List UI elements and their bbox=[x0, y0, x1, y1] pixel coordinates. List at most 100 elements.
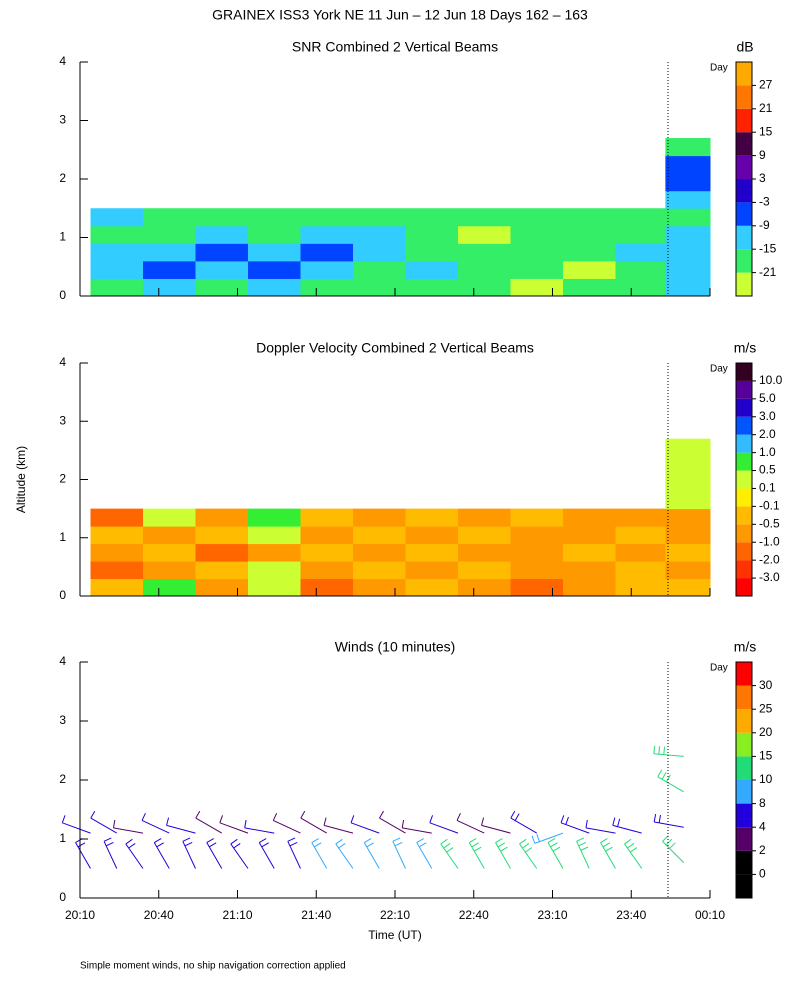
colorbar-tick-label: 20 bbox=[759, 725, 773, 739]
contour-cell bbox=[665, 173, 711, 192]
colorbar-tick-label: 27 bbox=[759, 78, 773, 92]
y-tick-label: 0 bbox=[59, 588, 66, 602]
panel-title: Doppler Velocity Combined 2 Vertical Bea… bbox=[256, 340, 534, 356]
colorbar-box bbox=[736, 225, 752, 250]
colorbar-tick-label: 0.5 bbox=[759, 463, 776, 477]
contour-cell bbox=[195, 526, 249, 545]
wind-barb bbox=[440, 838, 459, 869]
contour-cell bbox=[563, 578, 616, 597]
colorbar-tick-label: -3.0 bbox=[759, 570, 780, 584]
contour-cell bbox=[458, 243, 511, 262]
contour-cell bbox=[143, 243, 196, 262]
y-tick-label: 3 bbox=[59, 413, 66, 427]
contour-cell bbox=[353, 508, 406, 527]
colorbar-box bbox=[736, 249, 752, 273]
contour-cell bbox=[563, 208, 616, 227]
contour-cell bbox=[405, 508, 459, 527]
x-tick-label: 21:10 bbox=[222, 908, 252, 922]
contour-cell bbox=[90, 508, 144, 527]
contour-cell bbox=[458, 278, 511, 297]
colorbar-tick-label: 3 bbox=[759, 171, 766, 185]
contour-cell bbox=[458, 225, 511, 244]
contour-cell bbox=[563, 526, 616, 545]
wind-barb bbox=[166, 817, 196, 834]
colorbar-tick-label: 10 bbox=[759, 772, 773, 786]
y-tick-label: 3 bbox=[59, 713, 66, 727]
y-tick-label: 1 bbox=[59, 530, 66, 544]
contour-cell bbox=[90, 543, 144, 562]
contour-cell bbox=[90, 208, 144, 227]
colorbar-tick-label: 5.0 bbox=[759, 391, 776, 405]
contour-cell bbox=[615, 508, 666, 527]
contour-cell bbox=[405, 543, 459, 562]
contour-cell bbox=[195, 561, 249, 580]
contour-cell bbox=[300, 278, 354, 297]
contour-cell bbox=[90, 243, 144, 262]
contour-cell bbox=[563, 260, 616, 279]
contour-cell bbox=[195, 225, 249, 244]
colorbar-unit: m/s bbox=[734, 340, 757, 356]
contour-cell bbox=[510, 561, 564, 580]
colorbar-box bbox=[736, 803, 752, 828]
wind-barb bbox=[287, 837, 301, 869]
contour-cell bbox=[300, 243, 354, 262]
day-label: Day bbox=[710, 663, 728, 674]
contour-cell bbox=[665, 225, 711, 244]
x-tick-label: 22:10 bbox=[380, 908, 410, 922]
wind-barb bbox=[153, 838, 170, 869]
colorbar-box bbox=[736, 108, 752, 133]
wind-barb bbox=[112, 819, 144, 834]
contour-cell bbox=[510, 260, 564, 279]
contour-cell bbox=[665, 138, 711, 157]
y-tick-label: 4 bbox=[59, 54, 66, 68]
wind-barb bbox=[300, 810, 327, 834]
contour-cell bbox=[665, 155, 711, 174]
y-tick-label: 2 bbox=[59, 472, 66, 486]
contour-cell bbox=[195, 260, 249, 279]
contour-cell bbox=[563, 561, 616, 580]
colorbar-tick-label: 8 bbox=[759, 796, 766, 810]
colorbar-frame bbox=[735, 362, 753, 597]
wind-barb bbox=[519, 838, 538, 869]
contour-cell bbox=[143, 543, 196, 562]
contour-cell bbox=[248, 208, 301, 227]
colorbar-box bbox=[736, 179, 752, 203]
contour-cell bbox=[143, 508, 196, 527]
contour-cell bbox=[300, 508, 354, 527]
contour-cell bbox=[195, 243, 249, 262]
colorbar-tick-label: 9 bbox=[759, 148, 766, 162]
contour-cell bbox=[353, 260, 406, 279]
contour-cell bbox=[665, 561, 711, 580]
contour-cell bbox=[405, 278, 459, 297]
wind-barb bbox=[182, 837, 196, 869]
contour-cell bbox=[90, 578, 144, 597]
colorbar-box bbox=[736, 470, 752, 489]
colorbar-box bbox=[736, 416, 752, 435]
colorbar-box bbox=[736, 578, 752, 596]
contour-cell bbox=[458, 578, 511, 597]
wind-barb bbox=[657, 769, 684, 793]
wind-barb bbox=[125, 838, 144, 869]
colorbar-box bbox=[736, 524, 752, 543]
colorbar-box bbox=[736, 709, 752, 733]
y-tick-label: 4 bbox=[59, 355, 66, 369]
colorbar-box bbox=[736, 662, 752, 686]
contour-cell bbox=[510, 208, 564, 227]
contour-cell bbox=[143, 278, 196, 297]
colorbar-tick-label: -2.0 bbox=[759, 552, 780, 566]
wind-barb bbox=[576, 837, 590, 869]
contour-cell bbox=[300, 561, 354, 580]
wind-barb bbox=[230, 838, 249, 869]
colorbar-box bbox=[736, 506, 752, 525]
colorbar-tick-label: 10.0 bbox=[759, 373, 783, 387]
contour-cell bbox=[665, 243, 711, 262]
y-tick-label: 0 bbox=[59, 890, 66, 904]
y-tick-label: 0 bbox=[59, 288, 66, 302]
colorbar-box bbox=[736, 850, 752, 875]
colorbar-tick-label: -1.0 bbox=[759, 534, 780, 548]
contour-cell bbox=[615, 278, 666, 297]
contour-cell bbox=[510, 543, 564, 562]
contour-cell bbox=[665, 526, 711, 545]
wind-barb bbox=[103, 837, 118, 869]
